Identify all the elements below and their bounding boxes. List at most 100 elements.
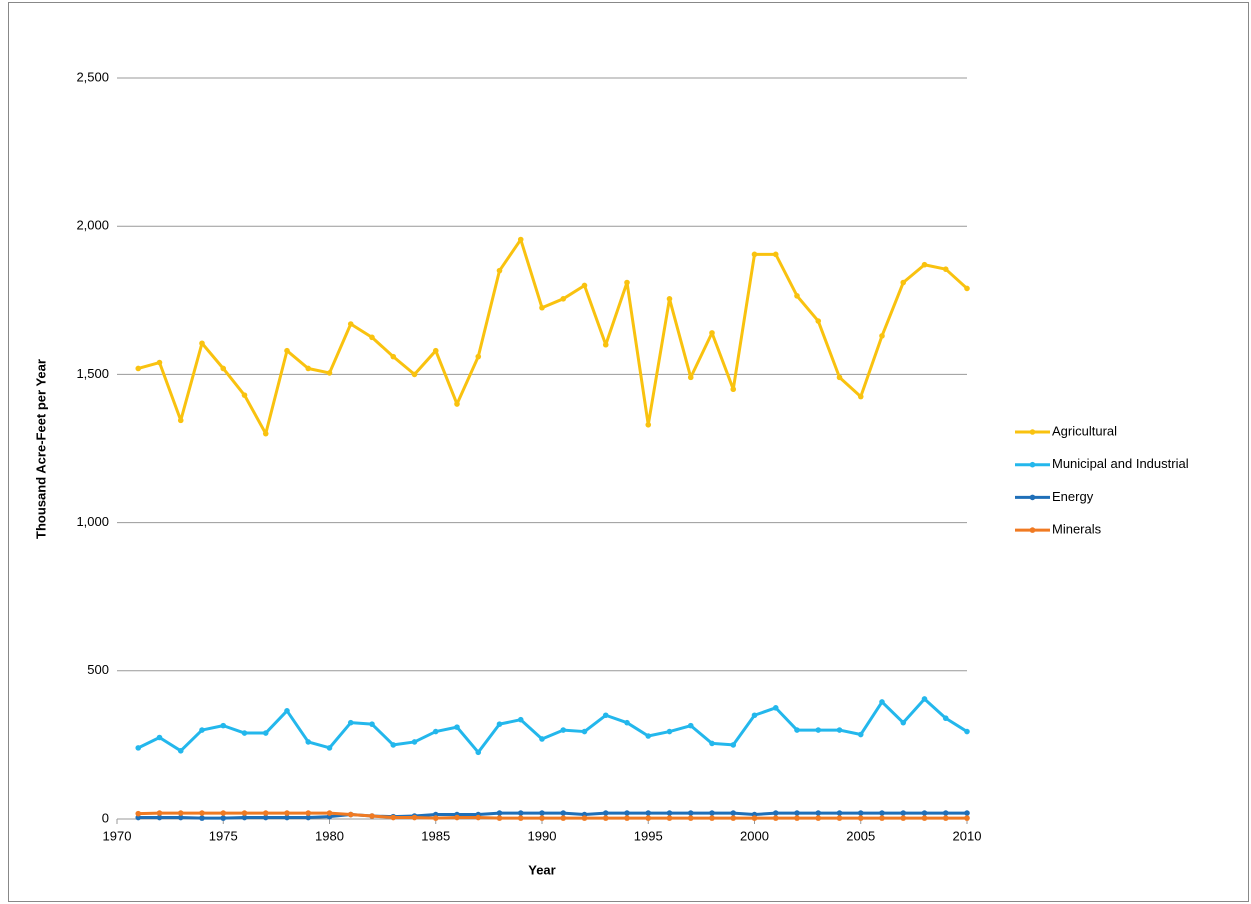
legend-marker xyxy=(1029,527,1036,533)
point xyxy=(921,810,928,816)
point xyxy=(815,727,822,733)
point xyxy=(390,353,397,360)
chart-border xyxy=(8,2,1249,902)
point xyxy=(602,712,609,719)
point xyxy=(730,815,737,821)
point xyxy=(241,814,248,821)
series-line xyxy=(138,811,967,820)
series-line xyxy=(138,811,967,820)
x-tick-label: 1980 xyxy=(315,828,344,843)
point xyxy=(369,721,375,727)
legend-label: Minerals xyxy=(1052,522,1102,537)
x-tick-label: 1985 xyxy=(421,828,450,843)
point xyxy=(836,815,843,821)
point xyxy=(942,815,949,821)
x-tick-label: 1970 xyxy=(103,828,132,843)
point xyxy=(666,815,673,821)
point xyxy=(284,814,290,821)
point xyxy=(475,749,482,756)
legend-marker xyxy=(1029,461,1036,468)
point xyxy=(539,304,545,311)
point xyxy=(879,815,885,821)
point xyxy=(709,740,715,747)
point xyxy=(964,815,970,821)
point xyxy=(772,251,779,258)
y-axis-label: Thousand Acre-Feet per Year xyxy=(33,359,48,539)
x-axis-label: Year xyxy=(528,862,555,877)
point xyxy=(305,810,312,816)
point xyxy=(581,728,588,735)
point xyxy=(517,236,524,243)
point xyxy=(687,722,694,729)
point xyxy=(326,745,333,751)
point xyxy=(475,814,482,821)
legend-label: Agricultural xyxy=(1052,423,1117,438)
point xyxy=(135,810,142,817)
legend-marker xyxy=(1029,429,1036,435)
point xyxy=(836,727,843,733)
point xyxy=(857,810,864,816)
point xyxy=(199,727,205,733)
point xyxy=(241,810,248,816)
point xyxy=(305,814,312,821)
point xyxy=(900,279,907,286)
point xyxy=(411,814,418,821)
point xyxy=(560,296,567,302)
point xyxy=(177,417,184,424)
point xyxy=(432,815,439,821)
point xyxy=(305,739,312,745)
point xyxy=(730,810,737,816)
point xyxy=(156,814,163,821)
point xyxy=(369,334,375,341)
point xyxy=(879,333,885,339)
point xyxy=(220,815,227,821)
point xyxy=(347,811,354,818)
point xyxy=(177,814,184,821)
x-tick-label: 1995 xyxy=(634,828,663,843)
point xyxy=(709,810,715,816)
y-tick-label: 1,000 xyxy=(76,514,109,529)
point xyxy=(624,810,630,816)
point xyxy=(666,728,673,735)
point xyxy=(624,279,630,286)
point xyxy=(262,810,269,816)
point xyxy=(496,721,503,727)
point xyxy=(539,810,545,816)
legend-label: Municipal and Industrial xyxy=(1052,456,1189,471)
point xyxy=(687,810,694,816)
point xyxy=(581,282,588,289)
point xyxy=(879,810,885,816)
y-tick-label: 2,000 xyxy=(76,218,109,233)
point xyxy=(921,815,928,821)
point xyxy=(794,810,800,816)
point xyxy=(709,815,715,821)
point xyxy=(432,728,439,735)
point xyxy=(815,815,822,821)
point xyxy=(942,715,949,722)
point xyxy=(177,810,184,816)
point xyxy=(390,814,397,821)
point xyxy=(624,815,630,821)
point xyxy=(560,727,567,733)
point xyxy=(539,815,545,821)
point xyxy=(666,296,673,302)
point xyxy=(836,374,843,381)
point xyxy=(921,696,928,702)
point xyxy=(794,727,800,733)
point xyxy=(241,730,248,736)
point xyxy=(857,393,864,400)
point xyxy=(942,810,949,816)
point xyxy=(751,712,758,719)
y-tick-label: 500 xyxy=(87,662,109,677)
point xyxy=(602,815,609,821)
point xyxy=(964,810,970,816)
point xyxy=(284,708,290,714)
point xyxy=(454,724,460,730)
point xyxy=(772,810,779,816)
point xyxy=(156,810,163,816)
point xyxy=(772,705,779,711)
point xyxy=(199,810,205,816)
point xyxy=(305,365,312,372)
point xyxy=(602,810,609,816)
